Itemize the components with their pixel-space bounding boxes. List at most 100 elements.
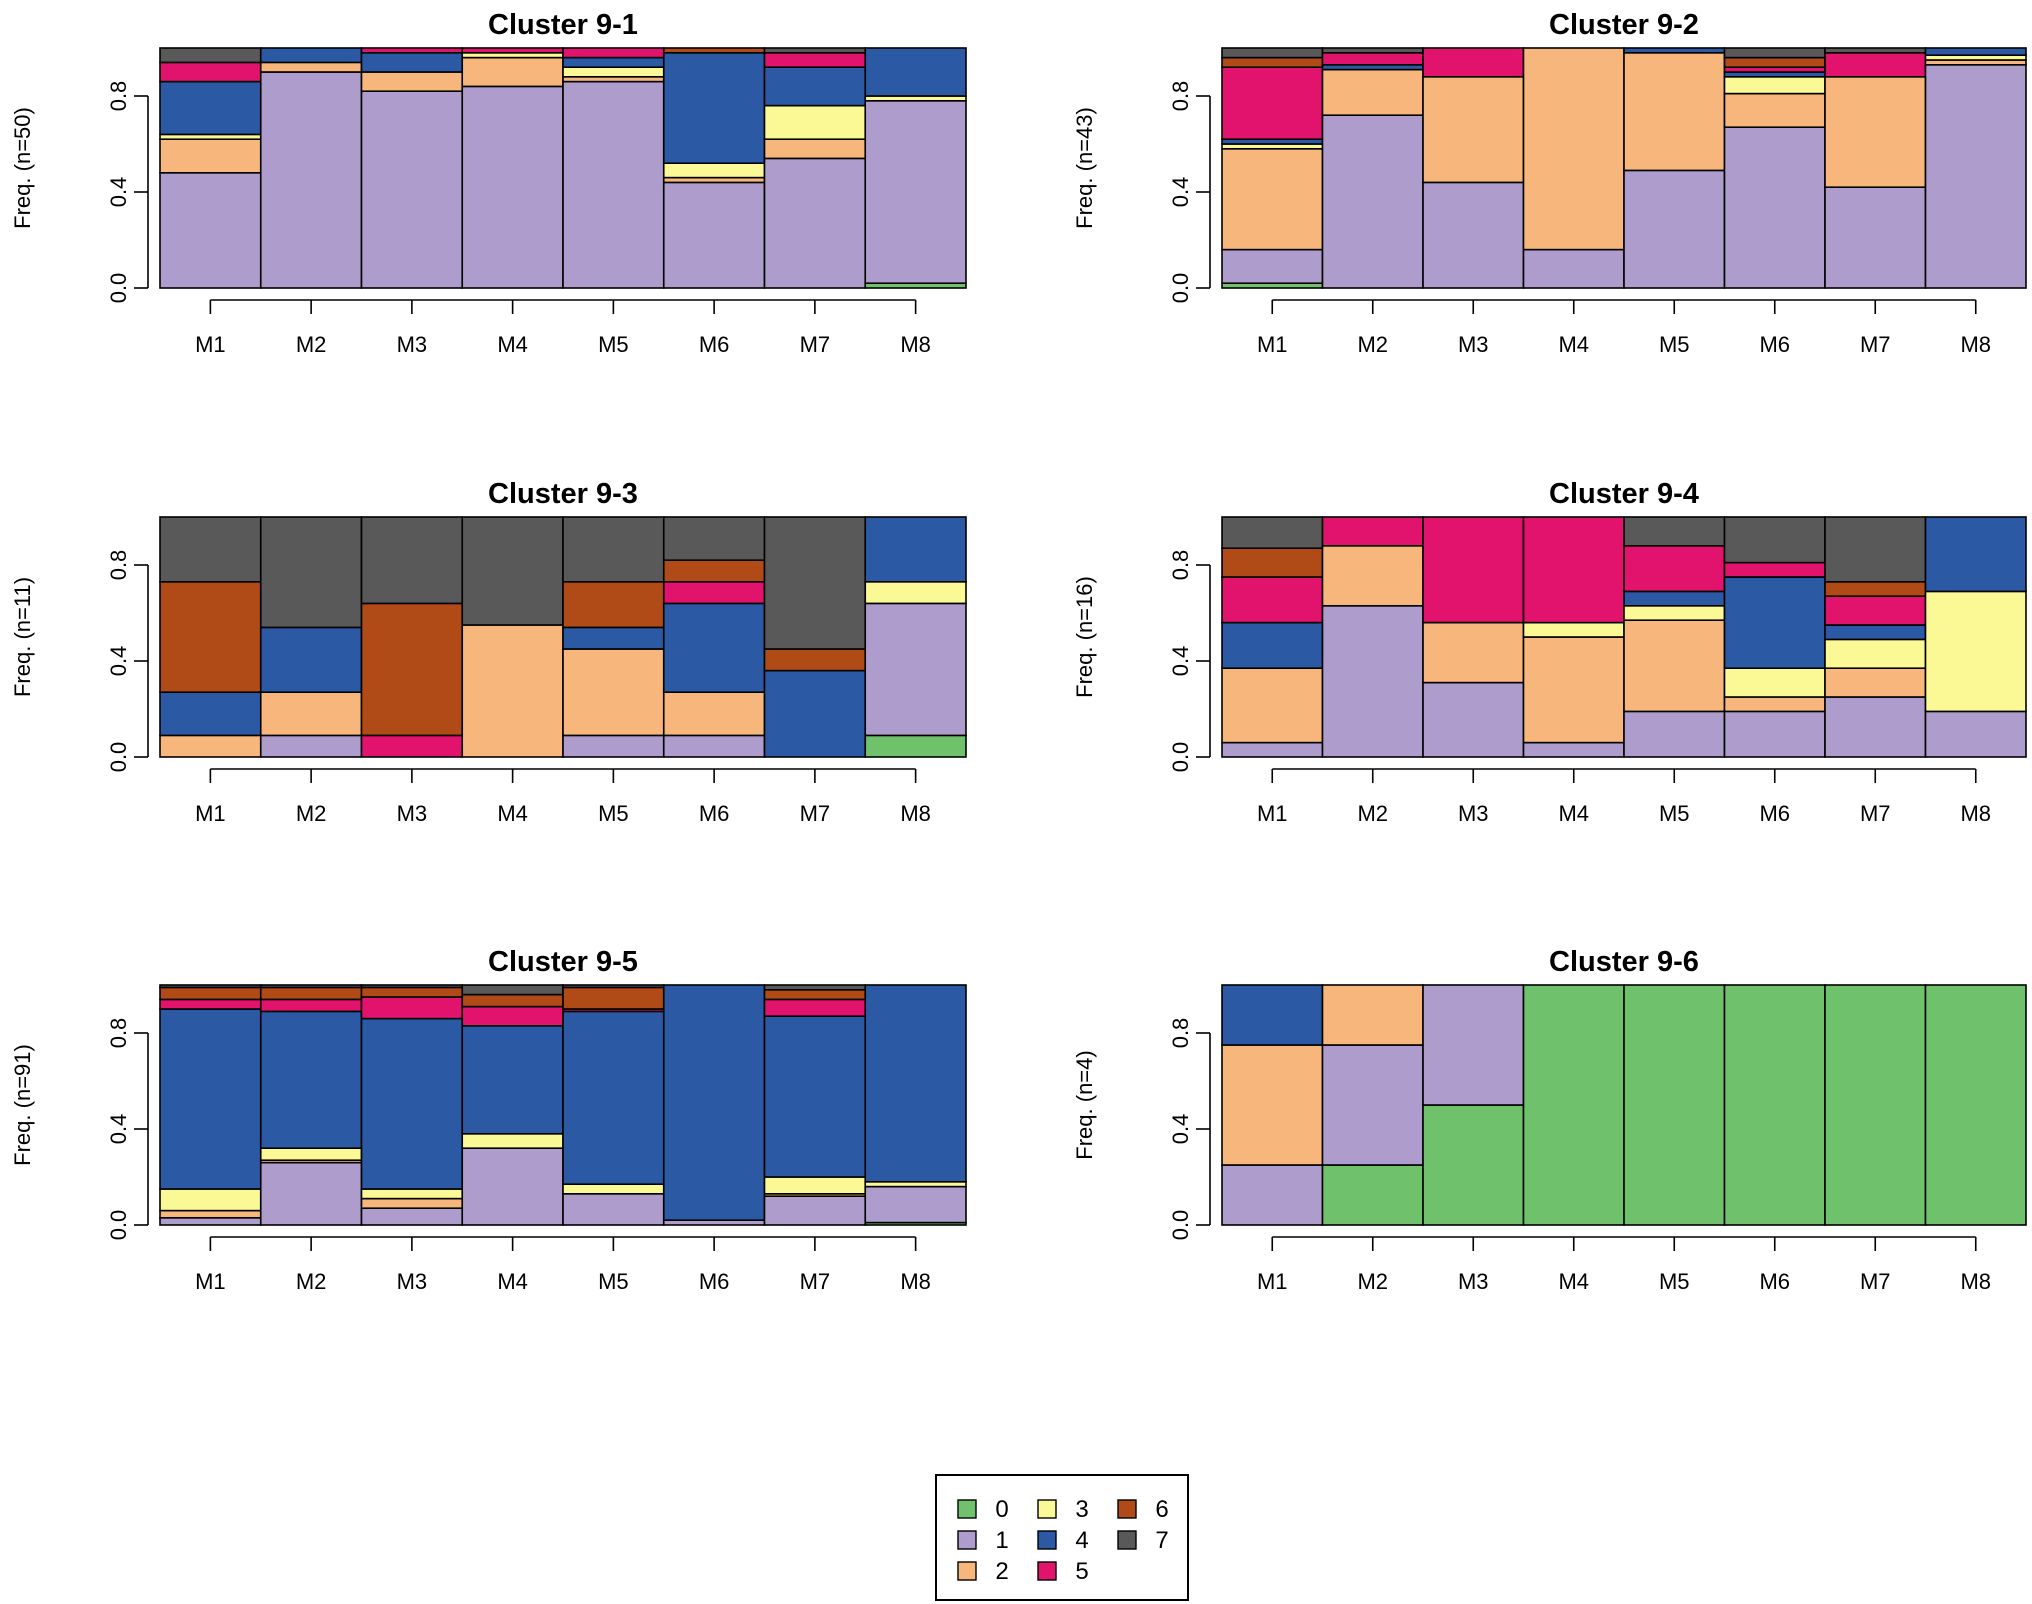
- bar-segment-m7-state-6: [763, 988, 867, 1001]
- y-tick-label: 0.4: [1168, 1114, 1193, 1145]
- y-tick-label: 0.8: [1168, 81, 1193, 112]
- bar-segment-m3-state-2: [360, 71, 464, 93]
- bar-segment-m4-state-2: [461, 624, 564, 758]
- x-tick-label-m7: M7: [800, 332, 831, 357]
- x-tick-label-m1: M1: [1257, 801, 1288, 826]
- bar-segment-m1-state-1: [1221, 248, 1324, 285]
- bar-segment-m1-state-7: [1221, 516, 1324, 550]
- x-tick-label-m8: M8: [900, 1269, 931, 1294]
- y-tick-label: 0.8: [106, 550, 131, 581]
- bar-segment-m6-state-4: [1723, 576, 1826, 669]
- bar-segment-m7-state-0: [1824, 984, 1927, 1226]
- bar-segment-m3-state-1: [360, 1207, 464, 1226]
- x-tick-label-m4: M4: [497, 332, 528, 357]
- bar-segment-m5-state-6: [562, 986, 665, 1010]
- bar-segment-m2-state-1: [259, 734, 363, 758]
- bar-segment-m4-state-3: [1522, 621, 1625, 638]
- x-tick-label-m6: M6: [699, 1269, 730, 1294]
- x-tick-label-m8: M8: [900, 801, 931, 826]
- bar-segment-m3-state-6: [360, 602, 464, 737]
- x-tick-label-m3: M3: [397, 1269, 428, 1294]
- bar-segment-m7-state-2: [1824, 76, 1927, 189]
- bar-segment-m2-state-2: [1321, 984, 1424, 1046]
- bar-segment-m1-state-5: [159, 998, 262, 1010]
- bar-segment-m2-state-1: [1321, 114, 1424, 289]
- bar-segment-m4-state-6: [461, 993, 564, 1008]
- x-tick-label-m3: M3: [1458, 332, 1489, 357]
- bar-segment-m6-state-6: [662, 559, 766, 583]
- x-tick-label-m5: M5: [1659, 332, 1690, 357]
- bar-segment-m1-state-5: [159, 61, 262, 83]
- bar-segment-m2-state-2: [1321, 544, 1424, 607]
- bar-segment-m4-state-5: [461, 47, 564, 54]
- x-tick-label-m4: M4: [1558, 1269, 1589, 1294]
- bar-segment-m6-state-3: [1723, 667, 1826, 698]
- bar-segment-m2-state-4: [259, 1010, 363, 1150]
- x-tick-label-m4: M4: [497, 801, 528, 826]
- bar-segment-m3-state-2: [1422, 76, 1525, 184]
- x-tick-label-m6: M6: [699, 332, 730, 357]
- legend-label-7: 7: [1155, 1527, 1168, 1554]
- bar-segment-m8-state-4: [1924, 516, 2027, 593]
- x-tick-label-m8: M8: [900, 332, 931, 357]
- y-tick-label: 0.0: [1168, 742, 1193, 773]
- bar-segment-m7-state-1: [763, 1195, 867, 1226]
- bar-segment-m7-state-7: [1824, 47, 1927, 54]
- x-tick-label-m1: M1: [195, 1269, 226, 1294]
- x-tick-label-m8: M8: [1960, 332, 1991, 357]
- bar-segment-m7-state-4: [763, 1015, 867, 1178]
- panel-title: Cluster 9-6: [1549, 946, 1699, 978]
- bar-segment-m8-state-1: [864, 100, 967, 284]
- x-tick-label-m1: M1: [195, 332, 226, 357]
- bar-segment-m2-state-7: [1321, 47, 1424, 54]
- panel-title: Cluster 9-4: [1549, 478, 1699, 510]
- y-axis-label: Freq. (n=91): [10, 1044, 35, 1166]
- legend-swatch-7: [1117, 1530, 1137, 1550]
- bar-segment-m4-state-2: [1522, 47, 1625, 251]
- bar-segment-m3-state-4: [360, 51, 464, 73]
- legend-label-6: 6: [1155, 1496, 1168, 1523]
- bar-segment-m8-state-0: [864, 734, 967, 758]
- panel-title: Cluster 9-3: [488, 478, 638, 510]
- bar-segment-m8-state-4: [864, 47, 967, 97]
- bar-segment-m4-state-1: [461, 85, 564, 289]
- bar-segment-m5-state-7: [1623, 516, 1726, 547]
- bar-segment-m5-state-4: [562, 1010, 665, 1186]
- bar-segment-m7-state-5: [1824, 595, 1927, 626]
- bar-segment-m2-state-4: [259, 47, 363, 64]
- bar-segment-m6-state-5: [1723, 561, 1826, 578]
- bar-segment-m1-state-6: [1221, 56, 1324, 68]
- bar-segment-m6-state-4: [662, 602, 766, 694]
- bar-segment-m3-state-3: [360, 1188, 464, 1200]
- panel-3: Cluster 9-3 0.0 0.4 0.8 Freq. (n=11) M1 M2 M3 M4…: [10, 478, 967, 826]
- bar-segment-m1-state-2: [159, 1209, 262, 1219]
- legend-swatch-0: [957, 1499, 977, 1519]
- bar-segment-m2-state-7: [259, 516, 363, 629]
- bar-segment-m5-state-4: [1623, 47, 1726, 54]
- bar-segment-m5-state-2: [562, 648, 665, 737]
- bar-segment-m4-state-3: [461, 1133, 564, 1150]
- bar-segment-m7-state-3: [763, 1176, 867, 1195]
- x-tick-label-m1: M1: [1257, 332, 1288, 357]
- bar-segment-m1-state-6: [1221, 547, 1324, 578]
- legend-label-0: 0: [995, 1496, 1008, 1523]
- bar-segment-m4-state-0: [1522, 984, 1625, 1226]
- x-tick-label-m2: M2: [1357, 801, 1388, 826]
- bar-segment-m2-state-2: [1321, 68, 1424, 116]
- bar-segment-m6-state-2: [1723, 92, 1826, 128]
- bar-segment-m6-state-6: [662, 47, 766, 54]
- y-axis-label: Freq. (n=43): [1072, 107, 1097, 229]
- bar-segment-m5-state-2: [1623, 51, 1726, 172]
- bar-segment-m4-state-7: [461, 516, 564, 626]
- x-tick-label-m5: M5: [598, 1269, 629, 1294]
- legend: 0 1 2 3 4 5 6 7: [935, 1474, 1189, 1601]
- bar-segment-m5-state-3: [562, 1183, 665, 1195]
- bar-segment-m4-state-1: [1522, 248, 1625, 289]
- legend-swatch-1: [957, 1530, 977, 1550]
- y-tick-label: 0.0: [1168, 273, 1193, 304]
- y-axis-label: Freq. (n=50): [10, 107, 35, 229]
- bar-segment-m5-state-1: [562, 80, 665, 289]
- bar-segment-m4-state-2: [1522, 636, 1625, 744]
- y-tick-label: 0.0: [106, 742, 131, 773]
- y-tick-label: 0.8: [1168, 550, 1193, 581]
